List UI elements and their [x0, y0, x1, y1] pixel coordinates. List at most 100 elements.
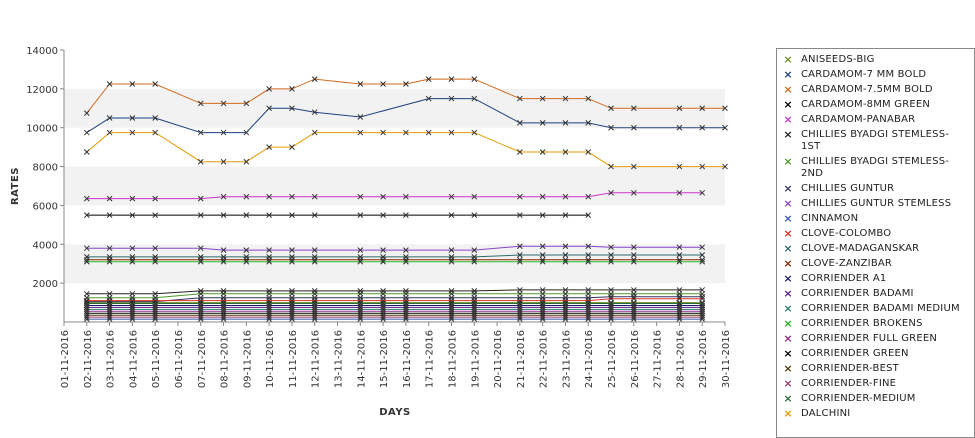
- data-point: [152, 115, 159, 121]
- data-point: [220, 314, 227, 320]
- y-tick-label: 6000: [33, 201, 58, 212]
- data-point: [517, 300, 523, 307]
- data-point: [539, 243, 546, 250]
- y-tick-label: 10000: [26, 124, 58, 135]
- data-point: [243, 100, 250, 107]
- data-point: [448, 129, 455, 136]
- data-point: [562, 314, 569, 320]
- data-point: [699, 244, 706, 251]
- data-point: [699, 295, 706, 302]
- data-point: [699, 252, 706, 258]
- data-point: [152, 258, 159, 265]
- data-point: [289, 258, 295, 265]
- legend-label: CORRIENDER A1: [801, 273, 887, 284]
- data-point: [152, 81, 159, 87]
- data-point: [562, 300, 569, 307]
- series-line: [86, 132, 725, 168]
- data-point: [562, 243, 569, 250]
- data-point: [197, 158, 204, 165]
- data-point: [539, 120, 546, 126]
- data-point: [129, 258, 136, 265]
- data-point: [699, 300, 706, 307]
- data-point: [266, 86, 272, 92]
- data-point: [129, 245, 136, 252]
- series-line: [86, 296, 703, 303]
- x-tick-label: 02-11-2016: [83, 330, 94, 388]
- legend-marker-icon: ×: [783, 407, 793, 420]
- legend-label: DALCHINI: [801, 408, 851, 419]
- data-point: [699, 105, 706, 112]
- data-point: [266, 247, 272, 253]
- legend-label: CORRIENDER GREEN: [801, 348, 909, 359]
- legend-item: × CARDAMOM-7 MM BOLD: [777, 69, 974, 81]
- data-point: [152, 300, 159, 307]
- data-point: [311, 258, 318, 265]
- x-tick-label: 22-11-2016: [539, 330, 550, 388]
- data-point: [380, 258, 386, 265]
- data-point: [266, 144, 272, 150]
- legend-label: CORRIENDER FULL GREEN: [801, 333, 938, 344]
- line-chart: 2000 4000 6000 8000 10000 12000 14000 01-11-20…: [10, 46, 732, 418]
- data-point: [357, 129, 364, 136]
- data-point: [630, 105, 637, 112]
- data-point: [471, 258, 478, 265]
- data-point: [676, 258, 683, 265]
- legend-marker-icon: ×: [783, 68, 793, 81]
- x-axis-title: DAYS: [379, 407, 411, 418]
- data-point: [585, 252, 592, 258]
- data-point: [585, 243, 592, 250]
- x-tick-label: 10-11-2016: [265, 330, 276, 388]
- data-point: [403, 247, 409, 253]
- data-point: [152, 129, 159, 136]
- legend-item: × CORRIENDER A1: [777, 273, 974, 285]
- data-point: [289, 212, 295, 218]
- x-tick-label: 13-11-2016: [334, 330, 345, 388]
- data-point: [425, 129, 432, 136]
- grid-band: [64, 244, 725, 284]
- data-point: [106, 129, 113, 136]
- data-point: [266, 314, 272, 320]
- data-point: [220, 258, 227, 265]
- data-point: [311, 212, 318, 218]
- data-point: [676, 300, 683, 307]
- data-point: [585, 258, 592, 265]
- data-point: [608, 105, 614, 112]
- data-point: [608, 252, 614, 258]
- data-point: [608, 163, 614, 170]
- legend-item: × CORRIENDER-MEDIUM: [777, 393, 974, 405]
- data-point: [83, 110, 90, 116]
- data-point: [243, 247, 250, 253]
- y-tick-label: 8000: [33, 163, 58, 174]
- legend-item: × CLOVE-COLOMBO: [777, 228, 974, 240]
- data-point: [266, 193, 272, 200]
- legend-marker-icon: ×: [783, 302, 793, 315]
- data-point: [311, 300, 318, 307]
- data-point: [83, 314, 90, 320]
- data-point: [630, 124, 637, 131]
- series-line: [86, 298, 703, 302]
- legend-label: CINNAMON: [801, 213, 859, 224]
- data-point: [129, 212, 136, 218]
- data-point: [630, 244, 637, 251]
- series-4: [83, 189, 706, 202]
- data-point: [197, 258, 204, 265]
- x-tick-label: 06-11-2016: [174, 330, 185, 388]
- series-21: [83, 300, 706, 307]
- x-tick-label: 27-11-2016: [653, 330, 664, 388]
- data-point: [630, 189, 637, 196]
- legend-item: × CLOVE-MADAGANSKAR: [777, 243, 974, 255]
- y-tick-label: 14000: [26, 46, 58, 57]
- legend-item: × CORRIENDER GREEN: [777, 348, 974, 360]
- data-point: [448, 314, 455, 320]
- legend-marker-icon: ×: [783, 362, 793, 375]
- data-point: [585, 120, 592, 126]
- data-point: [289, 314, 295, 320]
- data-point: [562, 212, 569, 218]
- grid-bands: [64, 88, 725, 284]
- data-point: [129, 129, 136, 136]
- data-point: [630, 252, 637, 258]
- data-point: [106, 300, 113, 307]
- legend-marker-icon: ×: [783, 212, 793, 225]
- legend-label: CHILLIES GUNTUR: [801, 183, 895, 194]
- legend-marker-icon: ×: [783, 287, 793, 300]
